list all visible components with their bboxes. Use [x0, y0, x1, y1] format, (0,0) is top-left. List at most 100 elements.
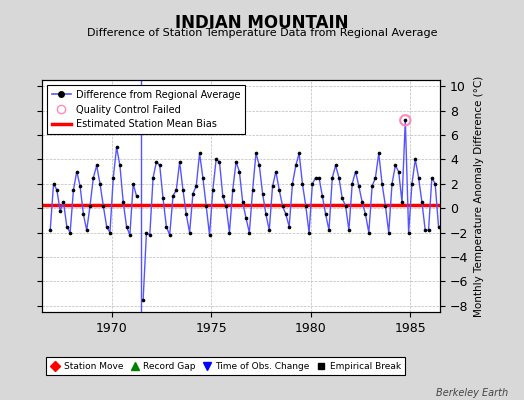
Text: Difference of Station Temperature Data from Regional Average: Difference of Station Temperature Data f…	[87, 28, 437, 38]
Point	[86, 202, 94, 209]
Point	[385, 230, 393, 236]
Point	[56, 208, 64, 214]
Point	[179, 187, 187, 193]
Point	[315, 174, 323, 181]
Point	[398, 199, 406, 205]
Point	[192, 183, 200, 190]
Point	[195, 150, 204, 156]
Point	[102, 223, 111, 230]
Point	[408, 180, 416, 187]
Point	[332, 162, 340, 169]
Point	[345, 227, 353, 233]
Point	[292, 162, 300, 169]
Point	[262, 211, 270, 218]
Point	[83, 227, 91, 233]
Point	[278, 202, 287, 209]
Point	[245, 230, 254, 236]
Point	[106, 230, 114, 236]
Point	[62, 223, 71, 230]
Point	[185, 230, 194, 236]
Point	[342, 202, 350, 209]
Point	[225, 230, 234, 236]
Point	[308, 180, 316, 187]
Point	[421, 227, 430, 233]
Point	[414, 174, 423, 181]
Point	[199, 174, 207, 181]
Point	[361, 211, 369, 218]
Point	[351, 168, 359, 175]
Point	[156, 162, 164, 169]
Point	[325, 227, 333, 233]
Point	[228, 187, 237, 193]
Point	[318, 193, 326, 199]
Point	[365, 230, 373, 236]
Point	[401, 117, 409, 124]
Point	[232, 159, 240, 165]
Point	[368, 183, 376, 190]
Point	[205, 232, 214, 238]
Point	[89, 174, 97, 181]
Point	[142, 230, 150, 236]
Point	[119, 199, 127, 205]
Point	[381, 202, 390, 209]
Point	[335, 174, 343, 181]
Point	[109, 174, 117, 181]
Point	[321, 211, 330, 218]
Point	[139, 296, 147, 303]
Point	[288, 180, 297, 187]
Point	[166, 232, 174, 238]
Point	[222, 202, 230, 209]
Point	[255, 162, 264, 169]
Point	[92, 162, 101, 169]
Point	[176, 159, 184, 165]
Point	[371, 174, 379, 181]
Point	[52, 187, 61, 193]
Point	[265, 227, 274, 233]
Point	[302, 202, 310, 209]
Point	[123, 223, 131, 230]
Point	[73, 168, 81, 175]
Point	[172, 187, 181, 193]
Point	[189, 190, 197, 197]
Point	[149, 174, 157, 181]
Point	[338, 195, 346, 202]
Point	[348, 180, 356, 187]
Point	[431, 180, 440, 187]
Point	[295, 150, 303, 156]
Point	[152, 159, 160, 165]
Point	[159, 195, 167, 202]
Y-axis label: Monthly Temperature Anomaly Difference (°C): Monthly Temperature Anomaly Difference (…	[474, 75, 484, 317]
Point	[116, 162, 124, 169]
Point	[375, 150, 383, 156]
Point	[434, 223, 443, 230]
Point	[133, 193, 141, 199]
Point	[215, 159, 224, 165]
Point	[268, 183, 277, 190]
Text: Berkeley Earth: Berkeley Earth	[436, 388, 508, 398]
Point	[182, 211, 190, 218]
Point	[271, 168, 280, 175]
Point	[242, 215, 250, 221]
Point	[126, 232, 134, 238]
Point	[162, 223, 171, 230]
Legend: Difference from Regional Average, Quality Control Failed, Estimated Station Mean: Difference from Regional Average, Qualit…	[47, 85, 245, 134]
Point	[328, 174, 336, 181]
Point	[129, 180, 137, 187]
Point	[79, 211, 88, 218]
Point	[49, 180, 58, 187]
Point	[96, 180, 104, 187]
Point	[248, 187, 257, 193]
Point	[311, 174, 320, 181]
Point	[252, 150, 260, 156]
Point	[202, 202, 211, 209]
Point	[69, 187, 78, 193]
Point	[169, 193, 177, 199]
Point	[281, 211, 290, 218]
Point	[401, 117, 409, 124]
Point	[305, 230, 313, 236]
Point	[391, 162, 400, 169]
Point	[212, 156, 221, 162]
Legend: Station Move, Record Gap, Time of Obs. Change, Empirical Break: Station Move, Record Gap, Time of Obs. C…	[47, 358, 405, 376]
Point	[411, 156, 419, 162]
Point	[238, 199, 247, 205]
